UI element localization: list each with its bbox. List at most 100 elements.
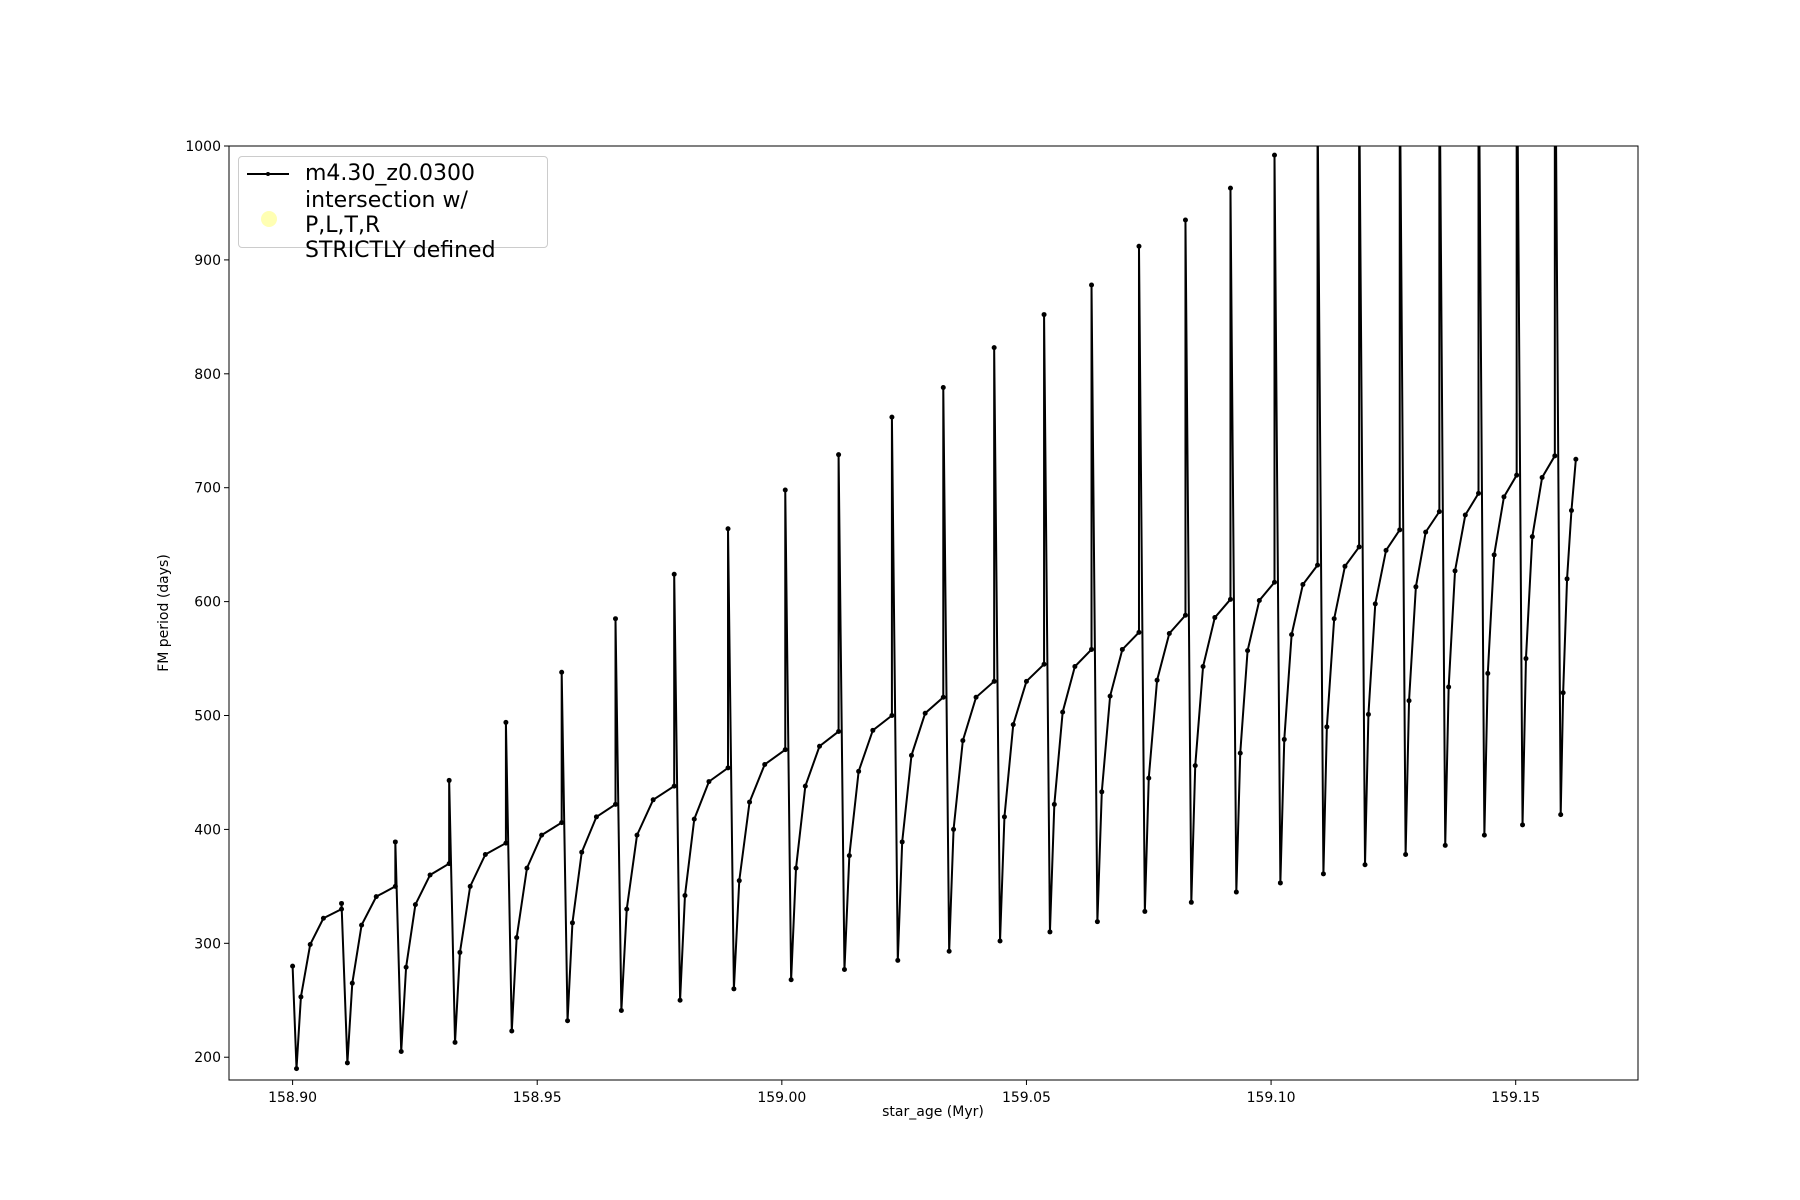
point-marker xyxy=(1320,871,1326,877)
point-marker xyxy=(841,967,847,973)
point-marker xyxy=(1227,185,1233,191)
point-marker xyxy=(793,865,799,871)
point-marker xyxy=(320,915,326,921)
y-tick-label: 400 xyxy=(194,822,221,838)
point-marker xyxy=(1573,456,1579,462)
point-marker xyxy=(618,1008,624,1014)
point-marker xyxy=(1099,789,1105,795)
point-marker xyxy=(1397,527,1403,533)
point-marker xyxy=(565,1018,571,1024)
point-marker xyxy=(1227,596,1233,602)
point-marker xyxy=(736,878,742,884)
y-tick-label: 800 xyxy=(194,367,221,383)
x-tick-label: 159.00 xyxy=(757,1090,806,1106)
point-marker xyxy=(294,1066,300,1072)
point-marker xyxy=(559,669,565,675)
point-marker xyxy=(1568,507,1574,513)
point-marker xyxy=(782,747,788,753)
point-marker xyxy=(1315,562,1321,568)
point-marker xyxy=(1520,822,1526,828)
point-marker xyxy=(392,883,398,889)
point-marker xyxy=(1501,494,1507,500)
point-marker xyxy=(482,851,488,857)
point-marker xyxy=(846,853,852,859)
y-tick-label: 700 xyxy=(194,481,221,497)
x-tick-label: 159.05 xyxy=(1002,1090,1051,1106)
x-axis-label: star_age (Myr) xyxy=(882,1104,984,1120)
point-marker xyxy=(290,963,296,969)
point-marker xyxy=(1356,544,1362,550)
point-marker xyxy=(624,906,630,912)
point-marker xyxy=(452,1039,458,1045)
point-marker xyxy=(1041,312,1047,318)
point-marker xyxy=(1437,30,1442,35)
point-marker xyxy=(1523,656,1529,662)
point-marker xyxy=(1324,724,1330,730)
point-marker xyxy=(1397,52,1402,57)
point-marker xyxy=(344,1060,350,1066)
point-marker xyxy=(677,997,683,1003)
plot-frame xyxy=(228,145,1639,1081)
point-marker xyxy=(1107,693,1113,699)
point-marker xyxy=(1281,736,1287,742)
point-marker xyxy=(503,719,509,725)
point-marker xyxy=(1142,908,1148,914)
point-marker xyxy=(1423,529,1429,535)
point-marker xyxy=(1462,512,1468,518)
point-marker xyxy=(1476,7,1481,12)
point-marker xyxy=(747,799,753,805)
legend: m4.30_z0.0300 intersection w/ P,L,T,R ST… xyxy=(238,156,548,263)
point-marker xyxy=(1485,670,1491,676)
point-marker xyxy=(731,986,737,992)
point-marker xyxy=(1001,814,1007,820)
point-marker xyxy=(1233,889,1239,895)
point-marker xyxy=(1514,472,1520,478)
point-marker xyxy=(1154,677,1160,683)
point-marker xyxy=(671,783,677,789)
point-marker xyxy=(1010,722,1016,728)
point-marker xyxy=(503,840,509,846)
point-marker xyxy=(1166,631,1172,637)
point-marker xyxy=(1552,453,1558,459)
y-tick-label: 300 xyxy=(194,936,221,952)
point-marker xyxy=(1436,509,1442,515)
point-marker xyxy=(1342,563,1348,569)
point-marker xyxy=(1357,75,1362,80)
point-marker xyxy=(899,839,905,845)
point-marker xyxy=(339,900,345,906)
point-marker xyxy=(539,832,545,838)
point-marker xyxy=(960,738,966,744)
point-marker xyxy=(569,920,575,926)
point-marker xyxy=(940,384,946,390)
point-marker xyxy=(1564,576,1570,582)
legend-scatter-swatch xyxy=(261,211,277,227)
point-marker xyxy=(870,727,876,733)
point-marker xyxy=(671,571,677,577)
point-marker xyxy=(1089,646,1095,652)
point-marker xyxy=(1271,579,1277,585)
point-marker xyxy=(524,865,530,871)
point-marker xyxy=(392,839,398,845)
point-marker xyxy=(1245,648,1251,654)
x-tick-label: 158.90 xyxy=(268,1090,317,1106)
point-marker xyxy=(1089,282,1095,288)
point-marker xyxy=(467,883,473,889)
point-marker xyxy=(1331,616,1337,622)
point-marker xyxy=(802,783,808,789)
point-marker xyxy=(1362,862,1368,868)
point-marker xyxy=(1539,474,1545,480)
point-marker xyxy=(1256,597,1262,603)
point-marker xyxy=(1476,490,1482,496)
point-marker xyxy=(514,935,520,941)
legend-marker-swatch xyxy=(266,172,270,176)
point-marker xyxy=(1271,152,1277,158)
point-marker xyxy=(446,777,452,783)
point-marker xyxy=(1182,217,1188,223)
point-marker xyxy=(612,616,618,622)
point-marker xyxy=(1237,750,1243,756)
point-marker xyxy=(634,832,640,838)
y-axis-label: FM period (days) xyxy=(156,554,172,672)
point-marker xyxy=(725,765,731,771)
